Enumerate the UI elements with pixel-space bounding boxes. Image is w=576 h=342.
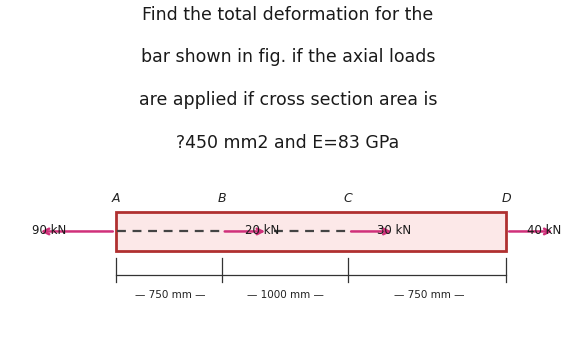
Text: — 750 mm —: — 750 mm — [135,290,206,300]
Text: B: B [218,192,226,205]
Text: bar shown in fig. if the axial loads: bar shown in fig. if the axial loads [141,48,435,66]
Text: Find the total deformation for the: Find the total deformation for the [142,6,434,24]
Text: D: D [502,192,511,205]
Text: — 1000 mm —: — 1000 mm — [247,290,324,300]
Text: — 750 mm —: — 750 mm — [393,290,464,300]
Text: 40 kN: 40 kN [526,224,561,237]
FancyBboxPatch shape [116,212,506,251]
Text: are applied if cross section area is: are applied if cross section area is [139,91,437,109]
Text: A: A [111,192,120,205]
Text: ?450 mm2 and E=83 GPa: ?450 mm2 and E=83 GPa [176,133,400,152]
Text: 90 kN: 90 kN [32,224,67,237]
Text: 20 kN: 20 kN [245,224,279,237]
Text: C: C [344,192,353,205]
Text: 30 kN: 30 kN [377,224,411,237]
